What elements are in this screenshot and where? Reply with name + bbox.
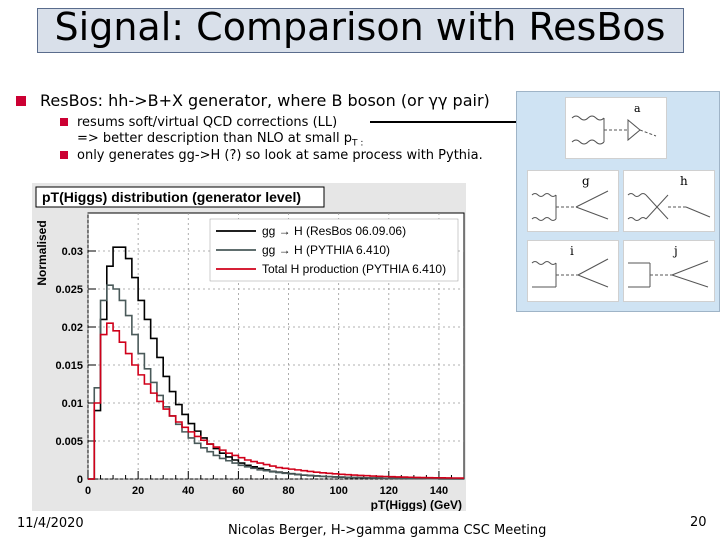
y-tick-label: 0 xyxy=(77,474,83,486)
diagram-i-drawing: i xyxy=(531,244,609,288)
y-tick-label: 0.01 xyxy=(62,398,83,410)
bullet-sub1: resums soft/virtual QCD corrections (LL)… xyxy=(77,115,363,152)
legend-label-2: Total H production (PYTHIA 6.410) xyxy=(262,262,446,276)
diagram-label-i: i xyxy=(570,244,574,258)
diagram-h: h xyxy=(623,170,715,232)
pt-higgs-chart: 0 20 40 60 80 100 120 140 0 0.005 0.01 0.015 0.02 0.0… xyxy=(35,186,465,512)
diagram-g: g xyxy=(527,170,619,232)
title-banner xyxy=(37,8,684,53)
series-line-1 xyxy=(88,284,464,480)
diagram-a: a xyxy=(565,97,667,159)
chart-title: pT(Higgs) distribution (generator level) xyxy=(42,189,301,205)
y-axis-label: Normalised xyxy=(35,220,49,285)
y-tick-label: 0.025 xyxy=(55,284,83,296)
diagram-a-drawing: a xyxy=(571,102,657,145)
diagram-label-h: h xyxy=(680,174,688,188)
bullet-sub2: only generates gg->H (?) so look at same… xyxy=(77,148,483,163)
feynman-diagram-inset: a g h i xyxy=(516,91,720,312)
diagram-g-drawing: g xyxy=(531,174,609,221)
legend-label-1: gg → H (PYTHIA 6.410) xyxy=(262,243,390,257)
diagram-h-drawing: h xyxy=(627,174,711,221)
x-tick-label: 120 xyxy=(380,485,398,497)
footer-date: 11/4/2020 xyxy=(17,516,84,531)
bullet-sub1-line2: => better description than NLO at small … xyxy=(77,131,363,152)
diagram-j-drawing: j xyxy=(628,244,709,288)
x-axis-label: pT(Higgs) (GeV) xyxy=(371,498,462,511)
bullet-sub1-line2-text: => better description than NLO at small … xyxy=(77,131,352,146)
y-tick-label: 0.015 xyxy=(55,360,83,372)
y-tick-label: 0.005 xyxy=(55,436,83,448)
footer-presenter: Nicolas Berger, H->gamma gamma CSC Meeti… xyxy=(228,523,547,538)
legend-label-0: gg → H (ResBos 06.09.06) xyxy=(262,224,406,238)
y-tick-label: 0.02 xyxy=(62,322,83,334)
diagram-label-g: g xyxy=(582,174,590,188)
bullet-marker xyxy=(60,118,68,126)
bullet-sub1-line2-sub: T : xyxy=(352,138,364,149)
diagram-label-a: a xyxy=(634,102,641,115)
series-line-2 xyxy=(88,322,464,480)
diagram-i: i xyxy=(527,240,619,302)
chart-panel: 0 20 40 60 80 100 120 140 0 0.005 0.01 0.015 0.02 0.0… xyxy=(32,183,466,512)
x-tick-label: 20 xyxy=(132,485,144,497)
bullet-main: ResBos: hh->B+X generator, where B boson… xyxy=(40,91,490,110)
x-tick-label: 140 xyxy=(430,485,448,497)
y-tick-label: 0.03 xyxy=(62,246,83,258)
diagram-label-j: j xyxy=(672,244,678,258)
x-tick-label: 40 xyxy=(182,485,194,497)
slide-title: Signal: Comparison with ResBos xyxy=(54,5,666,49)
x-tick-label: 100 xyxy=(329,485,347,497)
chart-title-box xyxy=(35,186,325,208)
x-tick-label: 0 xyxy=(85,485,91,497)
slide-number: 20 xyxy=(690,515,707,530)
bullet-sub1-line1: resums soft/virtual QCD corrections (LL) xyxy=(77,115,338,130)
bullet-marker xyxy=(16,96,26,106)
x-tick-label: 60 xyxy=(232,485,244,497)
bullet-marker xyxy=(60,151,68,159)
x-tick-label: 80 xyxy=(282,485,294,497)
diagram-j: j xyxy=(623,240,715,302)
